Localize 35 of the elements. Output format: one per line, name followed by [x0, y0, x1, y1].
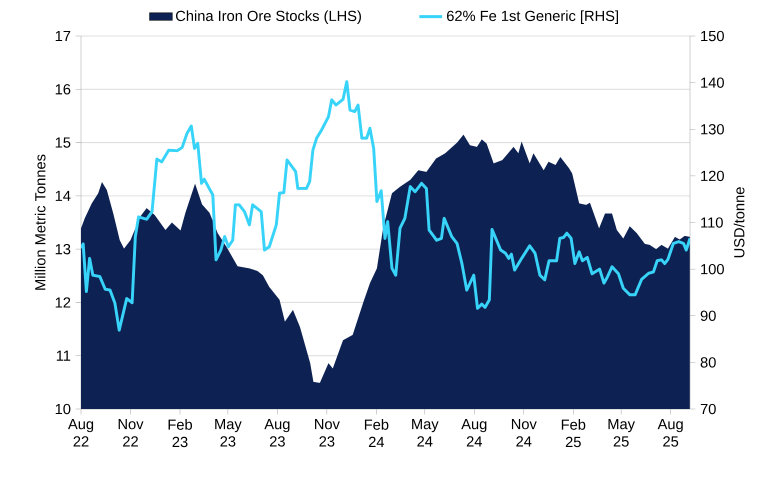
y2-tick-label: 80 [700, 357, 716, 368]
x-tick-label: Nov 24 [512, 419, 537, 446]
y-tick-label: 13 [56, 244, 70, 254]
legend-label: 62% Fe 1st Generic [RHS] [447, 10, 618, 24]
x-tick-label: Nov 22 [118, 419, 144, 446]
x-tick-label: May 24 [412, 419, 439, 446]
legend-label: China Iron Ore Stocks (LHS) [176, 10, 361, 24]
y2-tick-label: 130 [701, 124, 724, 134]
y-tick-label: 14 [56, 190, 71, 201]
x-tick-label: May 23 [215, 419, 242, 447]
x-tick-label: Feb 25 [562, 419, 586, 448]
x-tick-label: Feb 24 [364, 419, 388, 448]
x-tick-label: Aug 22 [68, 419, 94, 446]
y2-axis-title: USD/tonne [734, 187, 744, 258]
y-tick-label: 17 [56, 30, 70, 42]
y-tick-label: 10 [56, 404, 70, 414]
y-tick-label: 12 [56, 297, 70, 308]
x-tick-label: May 25 [608, 419, 635, 447]
y2-tick-label: 110 [701, 217, 723, 228]
x-tick-label: Aug 23 [264, 419, 290, 447]
y2-tick-label: 150 [701, 30, 724, 42]
y-axis-title: Million Metric Tonnes [34, 154, 46, 290]
y-tick-label: 16 [56, 84, 70, 94]
y2-tick-label: 70 [700, 404, 716, 414]
y2-tick-label: 90 [700, 310, 716, 321]
y-tick-label: 11 [56, 350, 70, 361]
y2-tick-label: 100 [701, 264, 724, 274]
x-tick-label: Feb 23 [168, 419, 192, 448]
y2-tick-label: 140 [701, 77, 724, 88]
x-tick-label: Nov 23 [315, 419, 340, 447]
x-tick-label: Aug 24 [461, 419, 486, 446]
line-series [81, 80, 690, 332]
y2-tick-label: 120 [701, 170, 724, 182]
x-tick-label: Aug 25 [658, 419, 683, 447]
y-tick-label: 15 [56, 137, 70, 148]
